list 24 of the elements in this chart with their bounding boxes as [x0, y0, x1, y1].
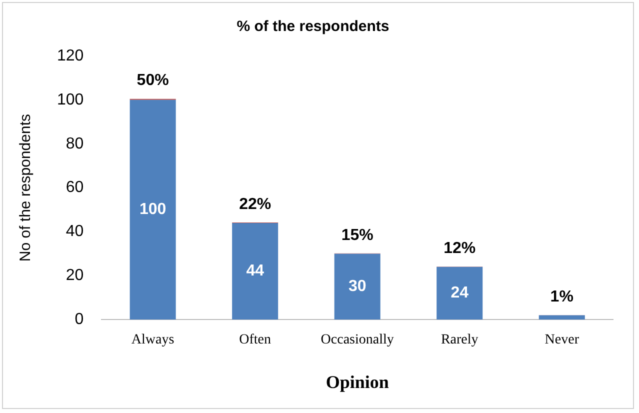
data-label: 1% — [550, 288, 574, 306]
y-axis-title: No of the respondents — [17, 114, 34, 262]
chart-title: % of the respondents — [236, 18, 390, 36]
y-tick-label: 60 — [66, 179, 84, 196]
x-tick-label: Always — [131, 332, 174, 348]
data-label: 15% — [341, 226, 374, 244]
y-tick-label: 80 — [66, 135, 84, 152]
y-tick-label: 40 — [66, 223, 84, 240]
data-label: 44 — [246, 262, 264, 280]
data-label: 30 — [348, 278, 366, 296]
y-tick-label: 100 — [56, 91, 84, 108]
x-tick-label: Never — [544, 332, 580, 348]
y-tick-label: 120 — [56, 47, 84, 64]
x-tick-label: Often — [239, 332, 272, 348]
data-label: 50% — [136, 72, 169, 90]
data-label: 24 — [450, 284, 469, 302]
data-label: 100 — [139, 201, 166, 218]
data-label: 12% — [444, 240, 476, 258]
data-label: 22% — [239, 196, 272, 213]
y-tick-label: 20 — [66, 267, 84, 284]
x-tick-label: Rarely — [440, 332, 478, 348]
y-tick-label: 0 — [74, 311, 84, 328]
x-axis-title: Opinion — [326, 372, 389, 392]
x-tick-label: Occasionally — [320, 332, 394, 348]
